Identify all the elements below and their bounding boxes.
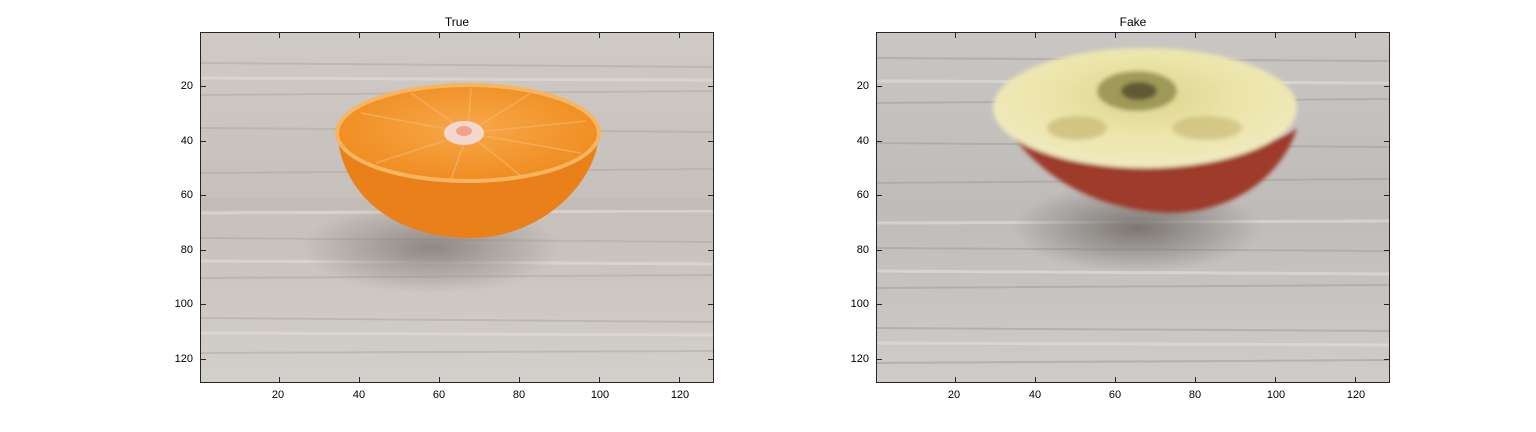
- x-tick-label: 80: [1188, 389, 1202, 401]
- fake-image-plot: [876, 32, 1390, 383]
- axis-tick: [201, 304, 206, 306]
- axis-tick: [1195, 33, 1196, 38]
- axis-tick: [1195, 377, 1196, 382]
- axis-tick: [201, 249, 206, 251]
- axis-tick: [439, 33, 440, 38]
- axis-tick: [1384, 86, 1389, 88]
- y-tick-label: 20: [856, 80, 869, 92]
- x-tick-label: 20: [271, 389, 285, 401]
- axis-tick: [708, 358, 713, 360]
- axis-tick: [1384, 140, 1389, 142]
- axis-tick: [708, 249, 713, 251]
- axis-tick: [708, 140, 713, 142]
- y-tick-label: 40: [180, 135, 193, 147]
- axis-tick: [1275, 377, 1276, 382]
- y-tick-label: 100: [850, 298, 869, 310]
- axis-tick: [1384, 304, 1389, 306]
- y-tick-label: 100: [174, 298, 193, 310]
- x-tick-label: 20: [947, 389, 961, 401]
- axis-tick: [708, 86, 713, 88]
- x-tick-label: 60: [432, 389, 446, 401]
- axis-tick: [679, 377, 680, 382]
- axis-tick: [599, 377, 600, 382]
- axis-tick: [708, 195, 713, 197]
- panel-title-true: True: [444, 15, 470, 29]
- axis-tick: [201, 86, 206, 88]
- y-tick-label: 80: [856, 244, 869, 256]
- axis-tick: [1355, 33, 1356, 38]
- axis-tick: [1384, 358, 1389, 360]
- axis-tick: [359, 33, 360, 38]
- axis-tick: [599, 33, 600, 38]
- y-tick-label: 120: [174, 353, 193, 365]
- axis-tick: [1115, 33, 1116, 38]
- x-tick-label: 80: [512, 389, 526, 401]
- axis-tick: [279, 377, 280, 382]
- x-tick-label: 40: [352, 389, 366, 401]
- fake-image: [877, 33, 1389, 382]
- true-image: [201, 33, 713, 382]
- x-tick-label: 120: [1346, 389, 1366, 401]
- fake-panel: Fake: [851, 0, 1390, 432]
- axis-tick: [955, 377, 956, 382]
- axis-tick: [877, 249, 882, 251]
- axis-tick: [955, 33, 956, 38]
- panel-title-fake: Fake: [1119, 15, 1147, 29]
- y-tick-label: 80: [180, 244, 193, 256]
- axis-tick: [1355, 377, 1356, 382]
- axis-tick: [1275, 33, 1276, 38]
- axis-tick: [877, 86, 882, 88]
- x-tick-label: 100: [1266, 389, 1286, 401]
- true-panel: True: [175, 0, 714, 432]
- axis-tick: [201, 358, 206, 360]
- x-tick-label: 100: [590, 389, 610, 401]
- y-tick-label: 120: [850, 353, 869, 365]
- y-tick-label: 40: [856, 135, 869, 147]
- axis-tick: [519, 377, 520, 382]
- axis-tick: [877, 358, 882, 360]
- axis-tick: [679, 33, 680, 38]
- axis-tick: [1035, 377, 1036, 382]
- axis-tick: [877, 304, 882, 306]
- axis-tick: [1035, 33, 1036, 38]
- axis-tick: [201, 140, 206, 142]
- axis-tick: [1115, 377, 1116, 382]
- y-tick-label: 60: [856, 189, 869, 201]
- axis-tick: [439, 377, 440, 382]
- axis-tick: [877, 195, 882, 197]
- x-tick-label: 40: [1028, 389, 1042, 401]
- axis-tick: [201, 195, 206, 197]
- true-image-plot: [200, 32, 714, 383]
- axis-tick: [359, 377, 360, 382]
- axis-tick: [519, 33, 520, 38]
- axis-tick: [877, 140, 882, 142]
- y-tick-label: 60: [180, 189, 193, 201]
- axis-tick: [708, 304, 713, 306]
- x-tick-label: 120: [670, 389, 690, 401]
- axis-tick: [1384, 195, 1389, 197]
- y-tick-label: 20: [180, 80, 193, 92]
- axis-tick: [1384, 249, 1389, 251]
- x-tick-label: 60: [1108, 389, 1122, 401]
- axis-tick: [279, 33, 280, 38]
